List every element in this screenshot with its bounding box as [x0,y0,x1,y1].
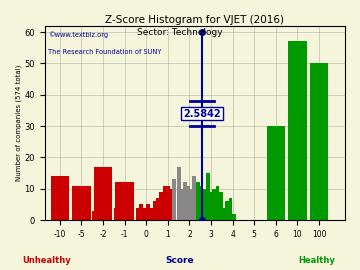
Bar [153,201,157,220]
Bar [72,185,91,220]
Text: 2.5842: 2.5842 [183,109,221,119]
Bar [192,176,196,220]
Bar [163,185,167,220]
Bar [288,42,307,220]
Bar [222,208,226,220]
Bar [183,183,187,220]
Bar [147,204,150,220]
Bar [96,214,99,220]
Bar [177,167,181,220]
Bar [310,63,328,220]
Bar [209,192,213,220]
Bar [93,211,96,220]
Bar [142,208,146,220]
Bar [203,189,207,220]
Bar [199,185,203,220]
Bar [196,183,200,220]
Bar [159,192,163,220]
Bar [166,185,170,220]
Bar [206,173,210,220]
Bar [229,198,233,220]
Title: Z-Score Histogram for VJET (2016): Z-Score Histogram for VJET (2016) [105,15,284,25]
Bar [216,185,220,220]
Bar [50,176,69,220]
Bar [150,208,153,220]
Text: Unhealthy: Unhealthy [22,256,71,265]
Bar [225,201,229,220]
Text: ©www.textbiz.org: ©www.textbiz.org [48,32,108,38]
Bar [136,208,139,220]
Bar [172,179,176,220]
Bar [180,189,184,220]
Bar [139,204,143,220]
Bar [117,208,121,220]
Bar [169,189,173,220]
Bar [189,189,193,220]
Y-axis label: Number of companies (574 total): Number of companies (574 total) [15,65,22,181]
Bar [186,185,190,220]
Text: Sector: Technology: Sector: Technology [137,28,223,37]
Bar [219,192,223,220]
Bar [116,183,134,220]
Bar [212,189,216,220]
Text: Score: Score [166,256,194,265]
Bar [114,208,118,220]
Bar [267,126,285,220]
Bar [94,167,112,220]
Text: Healthy: Healthy [298,256,335,265]
Bar [232,214,236,220]
Bar [156,198,160,220]
Text: The Research Foundation of SUNY: The Research Foundation of SUNY [48,49,161,55]
